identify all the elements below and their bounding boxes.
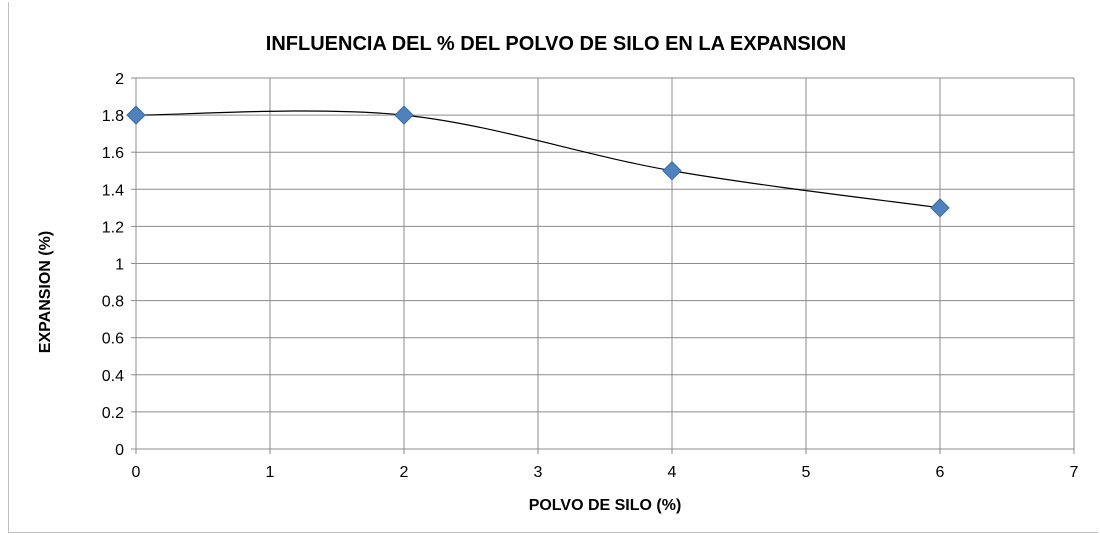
x-tick-label: 2 [400, 464, 409, 481]
y-tick-label: 0.2 [102, 405, 124, 422]
y-tick-label: 1.6 [102, 145, 124, 162]
y-tick-label: 0 [115, 442, 124, 459]
grid [136, 77, 1075, 449]
y-tick-label: 1.2 [102, 219, 124, 236]
data-points [126, 105, 950, 218]
data-point-marker [930, 198, 950, 218]
x-tick-label: 0 [132, 464, 141, 481]
x-tick-label: 5 [802, 464, 811, 481]
trend-line-group [135, 110, 941, 209]
trend-line [135, 110, 941, 209]
x-axis-title: POLVO DE SILO (%) [529, 497, 682, 514]
y-tick-label: 2 [115, 71, 124, 88]
y-tick-label: 1.4 [102, 182, 124, 199]
data-point-marker [662, 161, 682, 181]
chart-title: INFLUENCIA DEL % DEL POLVO DE SILO EN LA… [266, 33, 846, 55]
x-tick-label: 7 [1070, 464, 1079, 481]
x-tick-label: 3 [534, 464, 543, 481]
data-point-marker [394, 105, 414, 125]
tick-labels: 0 0.2 0.4 0.6 0.8 1 1.2 1.4 1.6 1.8 2 0 1 2 3 4 5 6 7 [102, 71, 1079, 481]
y-tick-label: 1.8 [102, 108, 124, 125]
y-tick-label: 0.8 [102, 294, 124, 311]
data-point-marker [126, 105, 146, 125]
y-axis-title: EXPANSION (%) [37, 231, 54, 353]
x-tick-label: 4 [668, 464, 677, 481]
x-tick-label: 6 [936, 464, 945, 481]
x-tick-label: 1 [266, 464, 275, 481]
axes [131, 77, 1075, 454]
y-tick-label: 0.6 [102, 331, 124, 348]
y-tick-label: 0.4 [102, 368, 124, 385]
chart-frame [8, 2, 1098, 533]
y-tick-label: 1 [115, 257, 124, 274]
